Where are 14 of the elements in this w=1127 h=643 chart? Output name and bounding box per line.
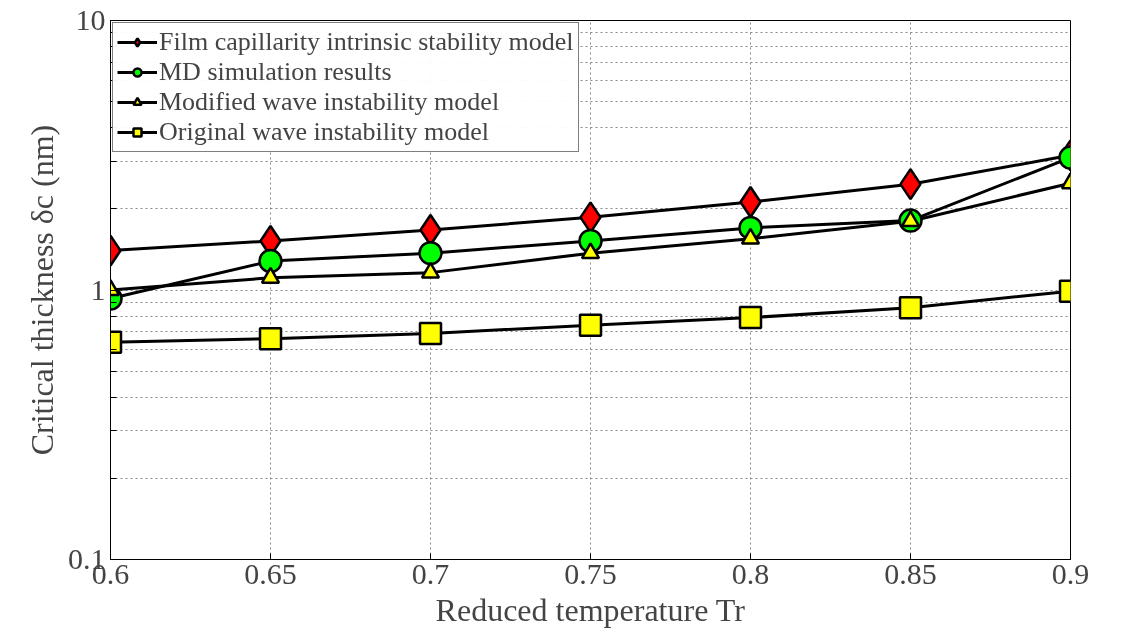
legend-label: Original wave instability model	[159, 117, 489, 147]
legend-label: Modified wave instability model	[159, 87, 500, 117]
x-tick-label: 0.75	[564, 556, 617, 590]
x-axis-title: Reduced temperature Tr	[435, 591, 746, 628]
x-tick-label: 0.65	[244, 556, 297, 590]
x-tick-label: 0.8	[731, 556, 770, 590]
x-tick-label: 0.9	[1051, 556, 1090, 590]
y-tick-label: 1	[90, 272, 106, 306]
legend-label: Film capillarity intrinsic stability model	[159, 27, 574, 57]
x-tick-label: 0.85	[884, 556, 937, 590]
x-tick-label: 0.7	[411, 556, 450, 590]
y-tick-label: 10	[75, 3, 106, 36]
legend-label: MD simulation results	[159, 57, 392, 87]
y-axis-title: Critical thickness δc (nm)	[24, 124, 60, 456]
